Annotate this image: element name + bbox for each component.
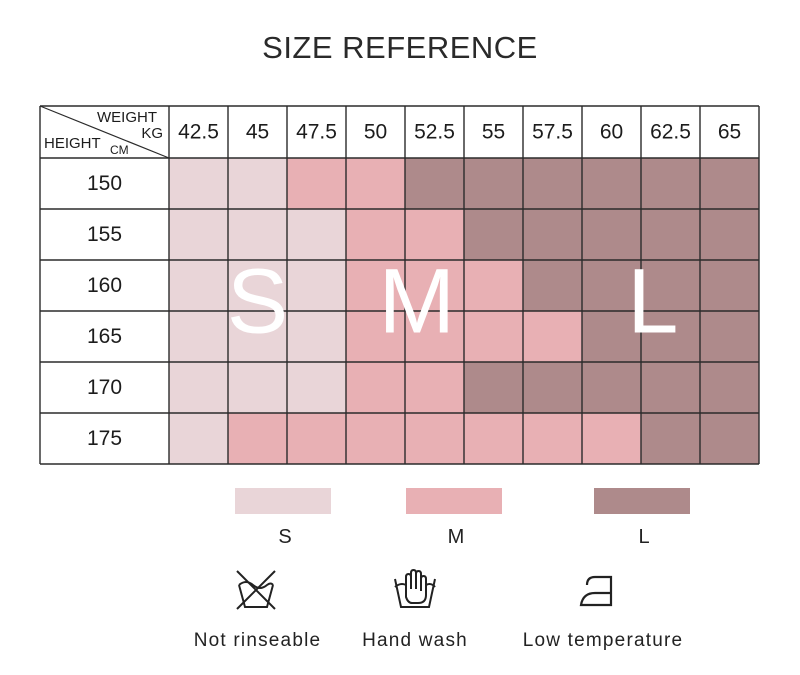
header-height-label: HEIGHT bbox=[44, 135, 101, 152]
legend-swatch-s bbox=[235, 488, 331, 514]
cell-150-60 bbox=[582, 158, 641, 209]
cell-160-65 bbox=[700, 260, 759, 311]
cell-165-52.5 bbox=[405, 311, 464, 362]
cell-160-42.5 bbox=[169, 260, 228, 311]
region-label-s: S bbox=[227, 251, 288, 353]
cell-150-57.5 bbox=[523, 158, 582, 209]
cell-160-47.5 bbox=[287, 260, 346, 311]
cell-155-52.5 bbox=[405, 209, 464, 260]
header-height-unit: CM bbox=[110, 143, 129, 157]
cell-170-52.5 bbox=[405, 362, 464, 413]
cell-155-62.5 bbox=[641, 209, 700, 260]
weight-label: 55 bbox=[482, 121, 505, 144]
height-label: 175 bbox=[87, 427, 122, 450]
weight-label: 52.5 bbox=[414, 121, 455, 144]
legend-swatch-l bbox=[594, 488, 690, 514]
cell-150-45 bbox=[228, 158, 287, 209]
cell-150-65 bbox=[700, 158, 759, 209]
cell-150-55 bbox=[464, 158, 523, 209]
region-label-l: L bbox=[627, 251, 678, 353]
chart-title: SIZE REFERENCE bbox=[262, 30, 538, 65]
cell-160-52.5 bbox=[405, 260, 464, 311]
cell-170-50 bbox=[346, 362, 405, 413]
cell-170-45 bbox=[228, 362, 287, 413]
height-label: 155 bbox=[87, 223, 122, 246]
weight-label: 50 bbox=[364, 121, 387, 144]
legend-label-l: L bbox=[638, 526, 650, 548]
cell-175-42.5 bbox=[169, 413, 228, 464]
weight-label: 42.5 bbox=[178, 121, 219, 144]
cell-175-52.5 bbox=[405, 413, 464, 464]
height-label: 165 bbox=[87, 325, 122, 348]
cell-150-50 bbox=[346, 158, 405, 209]
cell-155-57.5 bbox=[523, 209, 582, 260]
cell-150-47.5 bbox=[287, 158, 346, 209]
care-label-not-rinseable: Not rinseable bbox=[193, 630, 322, 651]
weight-label: 65 bbox=[718, 121, 741, 144]
cell-170-57.5 bbox=[523, 362, 582, 413]
cell-170-55 bbox=[464, 362, 523, 413]
weight-label: 45 bbox=[246, 121, 269, 144]
weight-label: 60 bbox=[600, 121, 623, 144]
cell-165-62.5 bbox=[641, 311, 700, 362]
cell-175-65 bbox=[700, 413, 759, 464]
cell-155-60 bbox=[582, 209, 641, 260]
cell-155-50 bbox=[346, 209, 405, 260]
cell-160-62.5 bbox=[641, 260, 700, 311]
weight-label: 62.5 bbox=[650, 121, 691, 144]
cell-165-50 bbox=[346, 311, 405, 362]
cell-175-55 bbox=[464, 413, 523, 464]
cell-165-57.5 bbox=[523, 311, 582, 362]
height-label: 170 bbox=[87, 376, 122, 399]
cell-175-60 bbox=[582, 413, 641, 464]
cell-150-42.5 bbox=[169, 158, 228, 209]
cell-150-62.5 bbox=[641, 158, 700, 209]
cell-165-47.5 bbox=[287, 311, 346, 362]
cell-175-47.5 bbox=[287, 413, 346, 464]
cell-175-45 bbox=[228, 413, 287, 464]
legend-label-s: S bbox=[278, 526, 292, 548]
cell-165-65 bbox=[700, 311, 759, 362]
cell-160-50 bbox=[346, 260, 405, 311]
cell-175-62.5 bbox=[641, 413, 700, 464]
legend-swatch-m bbox=[406, 488, 502, 514]
height-label: 150 bbox=[87, 172, 122, 195]
cell-165-42.5 bbox=[169, 311, 228, 362]
cell-170-47.5 bbox=[287, 362, 346, 413]
cell-170-42.5 bbox=[169, 362, 228, 413]
weight-label: 47.5 bbox=[296, 121, 337, 144]
size-chart: 42.5 45 47.5 50 52.5 55 57.5 60 62.5 65 150 155 160 1… bbox=[39, 105, 760, 465]
cell-155-45 bbox=[228, 209, 287, 260]
cell-160-60 bbox=[582, 260, 641, 311]
cell-160-45 bbox=[228, 260, 287, 311]
cell-160-57.5 bbox=[523, 260, 582, 311]
cell-165-55 bbox=[464, 311, 523, 362]
cell-170-65 bbox=[700, 362, 759, 413]
region-label-m: M bbox=[378, 251, 455, 353]
care-label-low-temperature: Low temperature bbox=[522, 630, 684, 651]
cell-170-60 bbox=[582, 362, 641, 413]
cell-155-47.5 bbox=[287, 209, 346, 260]
header-diagonal bbox=[39, 105, 170, 159]
cell-175-50 bbox=[346, 413, 405, 464]
header-weight-unit: KG bbox=[141, 125, 163, 142]
iron-low-icon bbox=[579, 575, 613, 607]
cell-150-52.5 bbox=[405, 158, 464, 209]
care-label-hand-wash: Hand wash bbox=[362, 630, 468, 651]
legend-label-m: M bbox=[447, 526, 465, 548]
cell-160-55 bbox=[464, 260, 523, 311]
weight-label: 57.5 bbox=[532, 121, 573, 144]
no-wash-icon bbox=[236, 570, 276, 610]
height-label: 160 bbox=[87, 274, 122, 297]
cell-165-60 bbox=[582, 311, 641, 362]
cell-165-45 bbox=[228, 311, 287, 362]
hand-wash-icon bbox=[394, 568, 436, 608]
cell-155-65 bbox=[700, 209, 759, 260]
cell-175-57.5 bbox=[523, 413, 582, 464]
cell-155-55 bbox=[464, 209, 523, 260]
cell-155-42.5 bbox=[169, 209, 228, 260]
header-weight-label: WEIGHT bbox=[97, 109, 157, 126]
cell-170-62.5 bbox=[641, 362, 700, 413]
